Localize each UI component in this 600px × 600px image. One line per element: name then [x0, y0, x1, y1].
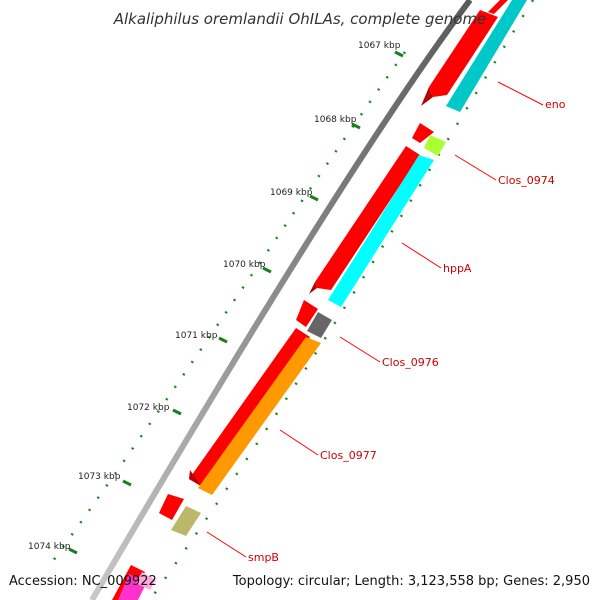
callout-line-clos-0977	[279, 429, 319, 456]
scale-label-1074: 1074 kbp	[28, 542, 71, 552]
gene-label-clos-0974: Clos_0974	[498, 174, 555, 187]
gene-label-hppA: hppA	[443, 262, 472, 275]
cds-feature	[429, 10, 498, 97]
callout-line-clos-0976	[339, 336, 381, 363]
scale-tick	[351, 122, 361, 130]
gene-label-clos-0977: Clos_0977	[320, 449, 377, 462]
scale-label-1071: 1071 kbp	[175, 331, 218, 341]
gene-feature-pink-light	[136, 572, 156, 590]
scale-label-1072: 1072 kbp	[127, 403, 170, 413]
scale-label-1069: 1069 kbp	[270, 188, 313, 198]
cds-track	[112, 0, 508, 600]
cds-feature	[412, 123, 434, 143]
gene-label-clos-0976: Clos_0976	[382, 356, 439, 369]
scale-tick	[262, 266, 272, 274]
map-title: Alkaliphilus oremlandii OhILAs, complete…	[113, 10, 487, 28]
scale-tick	[218, 336, 228, 344]
scale-label-1073: 1073 kbp	[78, 472, 121, 482]
gene-feature-smpB	[171, 506, 201, 536]
gene-feature-hppA	[328, 155, 434, 307]
scale-label-1070: 1070 kbp	[223, 260, 266, 270]
cds-feature	[315, 146, 420, 290]
genome-summary-text: Topology: circular; Length: 3,123,558 bp…	[232, 574, 590, 589]
scale-tick	[309, 194, 319, 202]
scale-label-1067: 1067 kbp	[358, 41, 401, 51]
callout-line-clos-0974	[454, 154, 497, 181]
gene-feature-clos-0976	[307, 312, 332, 338]
gene-feature-eno	[446, 0, 527, 112]
scale-tick	[172, 408, 182, 416]
gene-track	[118, 0, 527, 600]
gene-feature-clos-0977	[198, 337, 321, 495]
scale-tick	[68, 547, 78, 555]
scale-major-ticks	[68, 50, 404, 555]
cds-feature	[296, 300, 318, 327]
cds-highlights	[189, 87, 433, 486]
gene-label-eno: eno	[545, 98, 566, 111]
cds-feature	[488, 0, 508, 14]
scale-tick	[394, 50, 404, 58]
scale-track-outer	[48, 51, 407, 566]
genome-backbone	[89, 0, 473, 600]
scale-label-1068: 1068 kbp	[314, 115, 357, 125]
cds-feature	[189, 328, 310, 486]
cds-feature	[159, 494, 184, 520]
gene-callout-lines	[206, 81, 544, 558]
callout-line-hppA	[401, 242, 442, 269]
callout-line-eno	[497, 81, 544, 106]
gene-label-smpB: smpB	[248, 551, 279, 564]
scale-tick	[122, 479, 132, 487]
gene-feature-clos-0974	[424, 135, 446, 156]
accession-text: Accession: NC_009922	[9, 574, 157, 589]
callout-line-smpB	[206, 531, 247, 558]
